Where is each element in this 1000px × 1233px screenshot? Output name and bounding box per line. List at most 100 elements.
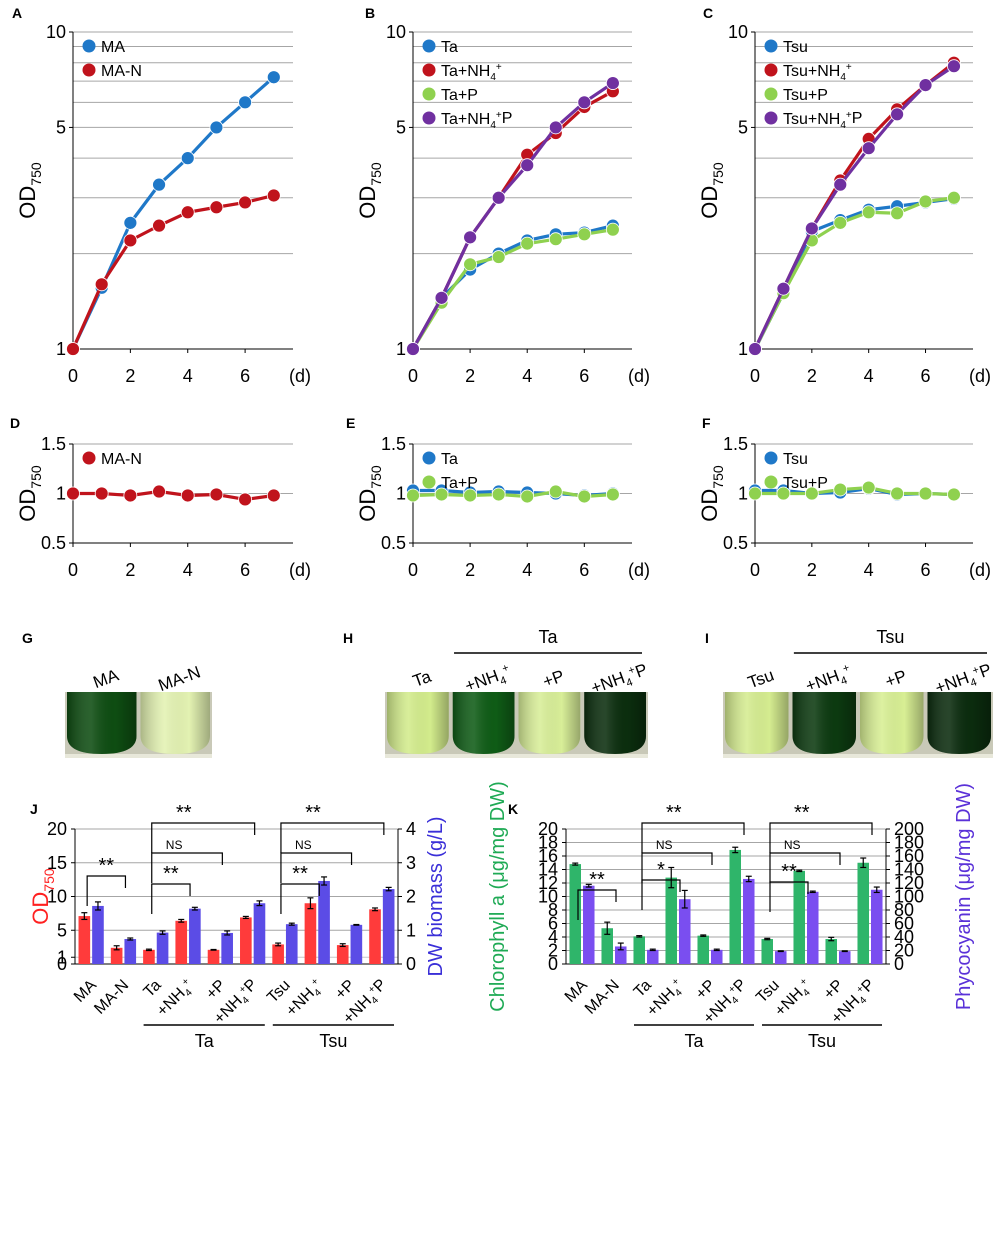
tube-label-sub: 4 — [839, 674, 849, 687]
bar — [382, 889, 395, 964]
x-tick-label: 2 — [465, 560, 475, 580]
legend-marker — [82, 451, 96, 465]
legend-label: Tsu+NH4+ — [783, 62, 852, 83]
data-point — [833, 215, 848, 230]
data-point — [152, 177, 166, 192]
left-tick-label: 20 — [47, 819, 67, 839]
group-label: Tsu — [319, 1031, 347, 1051]
legend-marker — [764, 87, 778, 101]
category-label-sup: + — [798, 976, 810, 988]
legend-marker — [764, 475, 778, 489]
left-tick-label: 15 — [47, 853, 67, 873]
panel-letter-j: J — [30, 801, 38, 817]
group-label: Ta — [195, 1031, 215, 1051]
left-tick-label: 10 — [538, 887, 558, 907]
data-point — [748, 486, 762, 501]
bar — [679, 899, 691, 964]
bar — [665, 877, 677, 964]
panel-letter-k: K — [508, 801, 518, 817]
chart-a: 1 5 10 0 2 4 6 (d) OD750 MA MA-N — [15, 22, 311, 386]
data-point — [152, 484, 166, 499]
bar — [775, 951, 787, 964]
y-tick-label: 10 — [46, 22, 66, 42]
legend-marker — [422, 39, 436, 53]
panel-letter-d: D — [10, 415, 20, 431]
y-axis-label-sub: 750 — [368, 465, 384, 489]
bar — [253, 903, 266, 964]
legend-marker — [82, 63, 96, 77]
tube-shade — [860, 692, 924, 754]
significance-label: NS — [295, 838, 312, 852]
significance-label: * — [657, 859, 665, 881]
y-axis-label-sub: 750 — [368, 162, 384, 186]
y-tick-label: 1.5 — [381, 434, 406, 454]
y-axis-label-main: OD — [697, 489, 722, 522]
data-point — [804, 221, 819, 236]
data-point — [180, 151, 195, 166]
x-tick-label: 4 — [522, 560, 532, 580]
data-point — [520, 158, 535, 173]
x-tick-label: 6 — [921, 560, 931, 580]
x-tick-label: 4 — [183, 366, 193, 386]
left-tick-label: 8 — [548, 900, 558, 920]
bar — [793, 870, 805, 964]
y-tick-label: 10 — [728, 22, 748, 42]
bar — [78, 916, 91, 964]
data-point — [463, 230, 478, 245]
chart-f: 0.5 1 1.5 0 2 4 6 (d) OD750 Tsu Tsu+P — [697, 434, 991, 580]
x-tick-label: 4 — [864, 366, 874, 386]
x-tick-label: 6 — [240, 560, 250, 580]
y-axis-label-main: OD — [15, 186, 40, 219]
right-tick-label: 0 — [894, 954, 904, 974]
data-point — [577, 95, 592, 110]
legend-label-part: Tsu+NH — [783, 111, 840, 128]
category-label: +P — [332, 977, 358, 1003]
bar — [615, 946, 627, 964]
tube-label-sub: 4 — [499, 674, 509, 687]
significance-bracket — [151, 883, 191, 914]
data-point — [947, 190, 961, 205]
left-tick-label: 0 — [57, 954, 67, 974]
x-tick-label: 2 — [465, 366, 475, 386]
left-tick-label: 10 — [47, 887, 67, 907]
group-label: Tsu — [808, 1031, 836, 1051]
y-axis-label-sub: 750 — [710, 465, 726, 489]
bar — [336, 945, 349, 964]
photo-bench — [723, 754, 993, 758]
panel-letter-g: G — [22, 630, 33, 646]
tube-label: Tsu — [745, 665, 776, 692]
y-axis-label: OD750 — [697, 162, 726, 219]
tube-label-rest: P — [977, 660, 994, 682]
right-tick-label: 80 — [894, 900, 914, 920]
right-tick-label: 120 — [894, 873, 924, 893]
legend-marker — [422, 475, 436, 489]
group-label: Tsu — [876, 627, 904, 647]
right-tick-label: 200 — [894, 819, 924, 839]
bar — [807, 891, 819, 964]
series-line-ta+nh4+ — [411, 89, 614, 350]
significance-label: ** — [99, 855, 115, 877]
x-unit-label: (d) — [969, 560, 991, 580]
y-axis-label-main: OD — [15, 489, 40, 522]
category-label: Ta — [631, 977, 655, 1001]
right-tick-label: 100 — [894, 887, 924, 907]
left-tick-label: 1 — [57, 947, 67, 967]
legend-label: Ta+P — [441, 475, 478, 492]
legend-label: Tsu — [783, 39, 808, 56]
legend-label: Ta — [441, 451, 458, 468]
category-label-sup: + — [670, 976, 682, 988]
tube-label-sup: + — [841, 662, 851, 675]
x-unit-label: (d) — [289, 366, 311, 386]
legend-label-part: Ta+NH — [441, 111, 490, 128]
x-tick-label: 4 — [864, 560, 874, 580]
right-tick-label: 20 — [894, 941, 914, 961]
data-point — [833, 177, 848, 192]
bar — [369, 909, 381, 964]
legend-label-sup: + — [496, 62, 502, 73]
x-tick-label: 0 — [68, 560, 78, 580]
significance-label: NS — [656, 838, 673, 852]
data-point — [577, 227, 592, 242]
data-point — [605, 487, 620, 502]
